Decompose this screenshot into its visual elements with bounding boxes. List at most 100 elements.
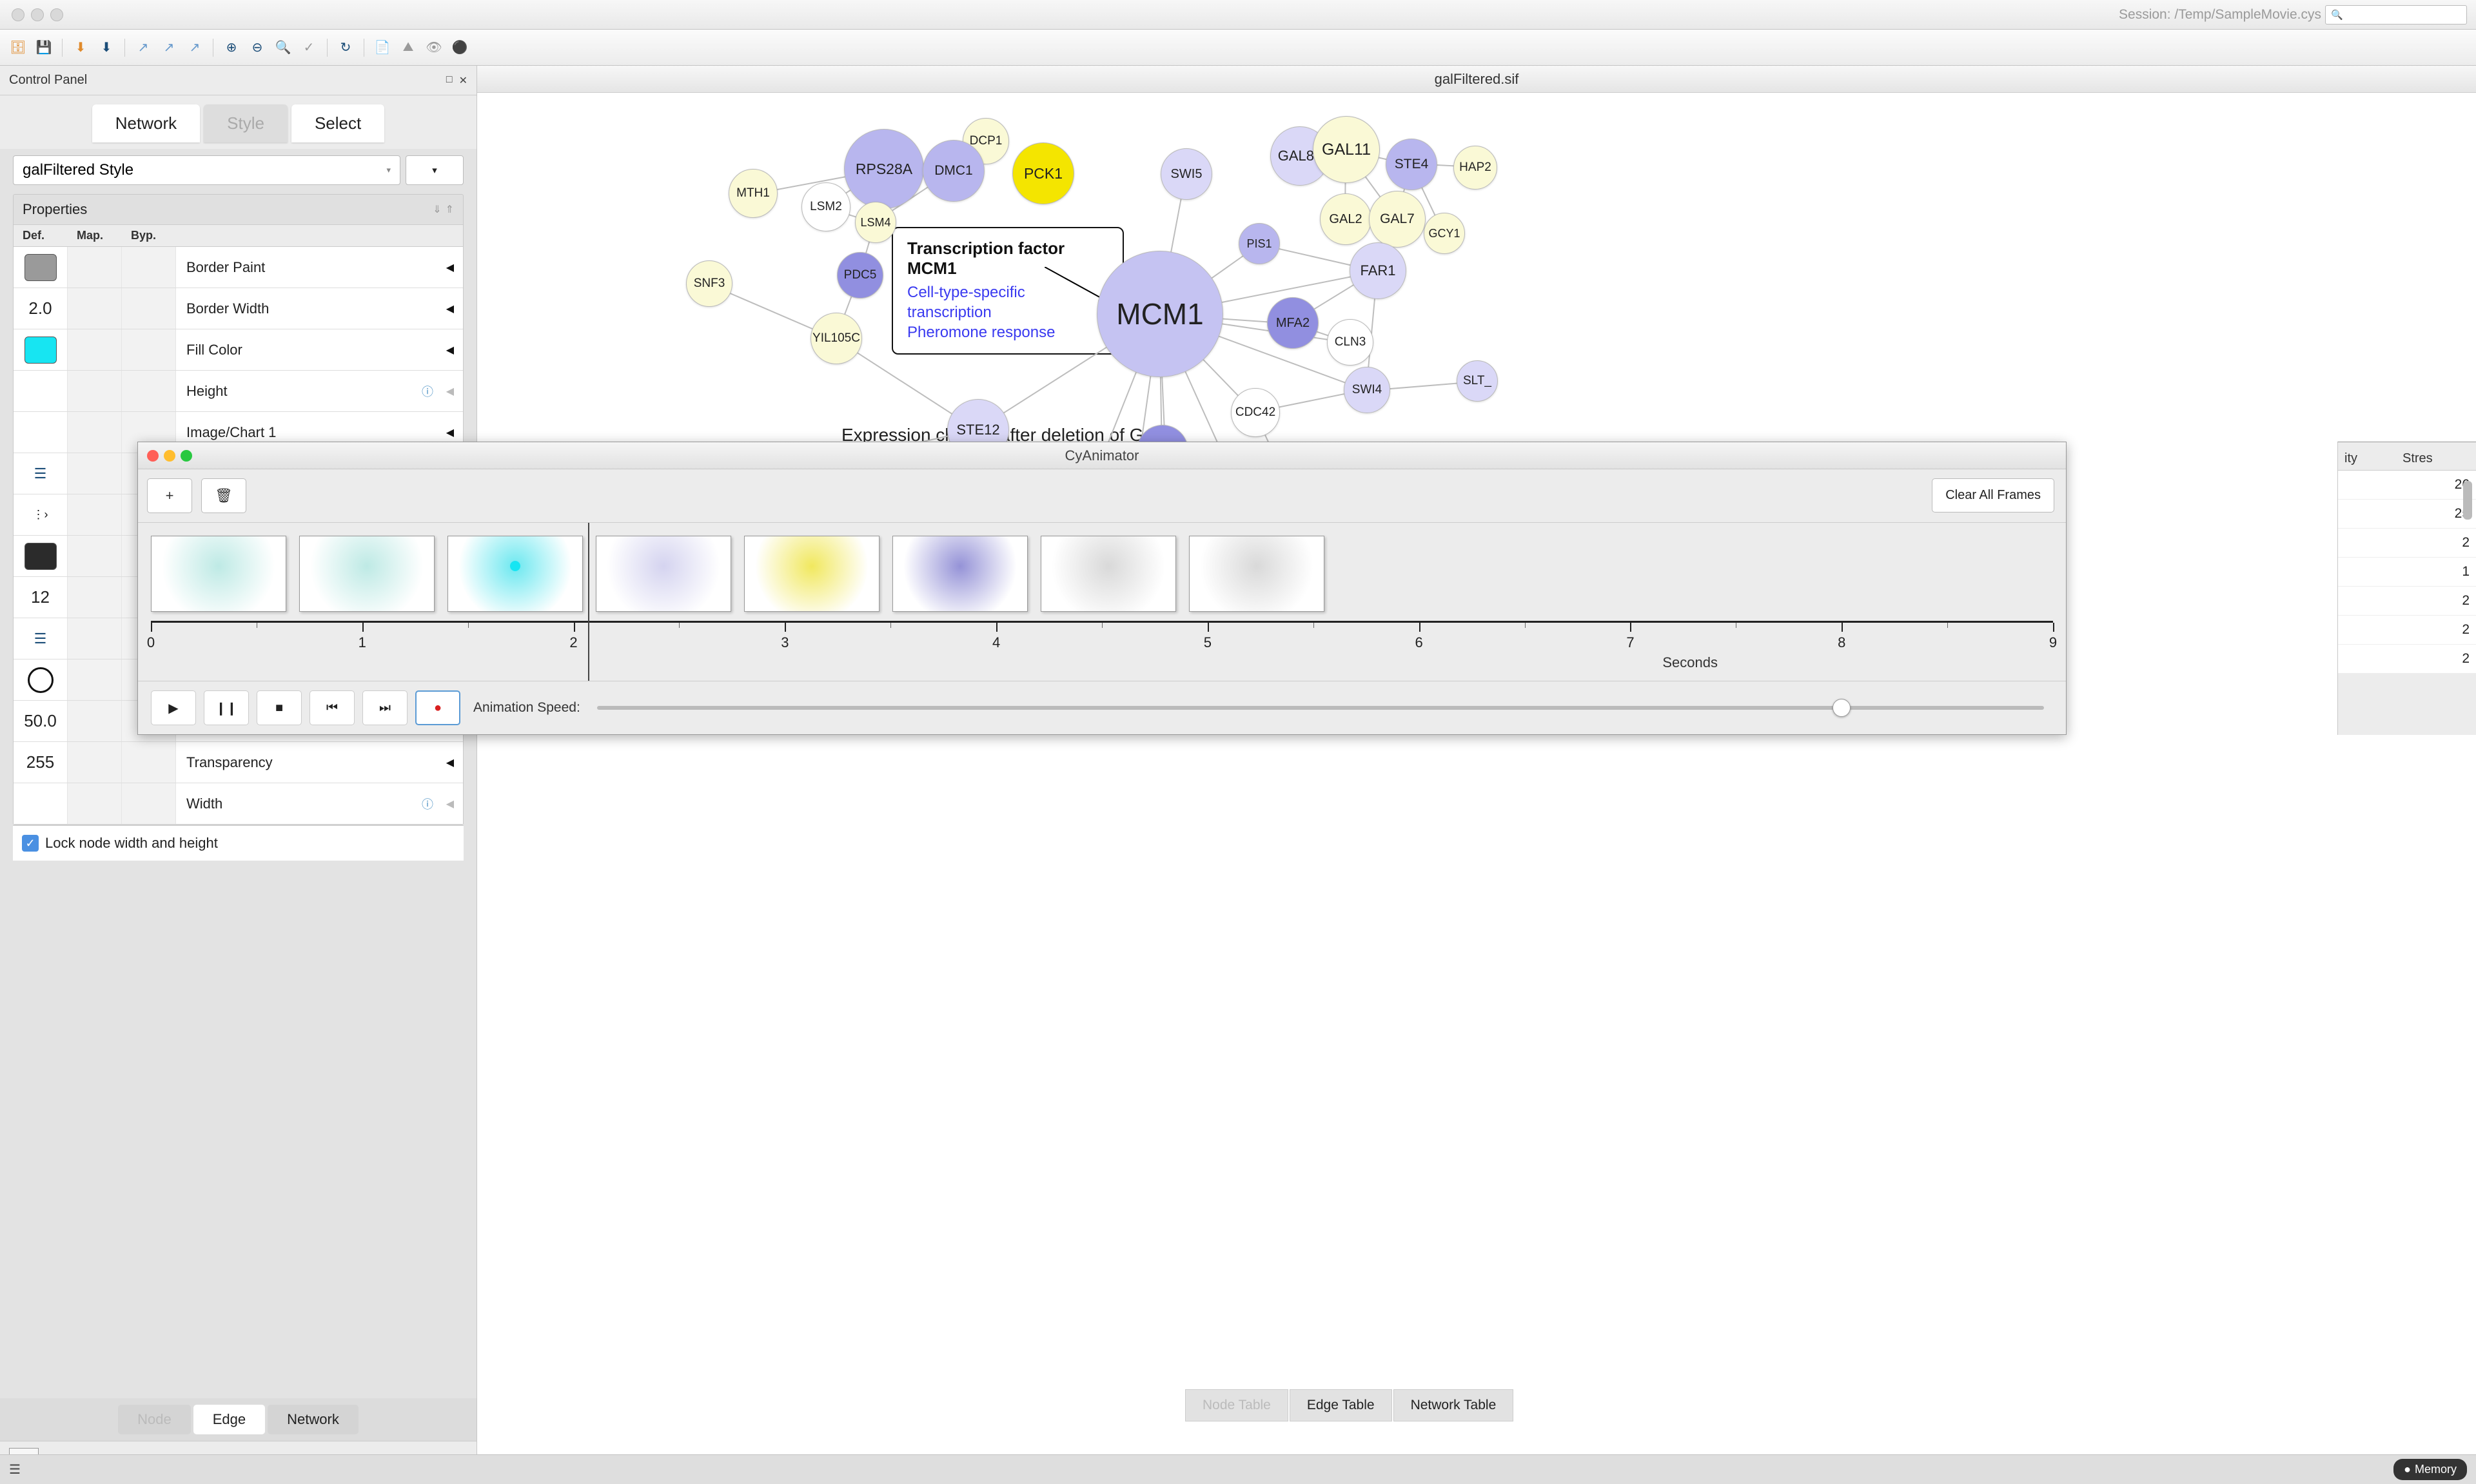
network-node-cln3[interactable]: CLN3 — [1327, 319, 1373, 366]
prop-label[interactable]: Height ⓘ ◀ — [176, 371, 463, 411]
delete-frame-button[interactable]: 🗑 — [201, 478, 246, 513]
export-table-button[interactable]: ↗ — [157, 36, 181, 59]
animation-speed-slider[interactable] — [597, 706, 2044, 710]
zoom-in-button[interactable]: ⊕ — [220, 36, 243, 59]
right-data-panel-scrollbar[interactable] — [2463, 481, 2472, 520]
last-frame-button[interactable]: ⏭ — [362, 690, 408, 725]
cyanimator-frame-thumbnail-5[interactable] — [892, 536, 1028, 612]
timeline-tick-8[interactable] — [1842, 623, 1843, 632]
network-node-snf3[interactable]: SNF3 — [686, 260, 732, 307]
network-node-mfa2[interactable]: MFA2 — [1267, 297, 1319, 349]
byp-cell[interactable] — [122, 742, 176, 783]
def-cell[interactable] — [14, 412, 68, 453]
import-table-button[interactable]: ⬇ — [95, 36, 118, 59]
cyanimator-frame-thumbnail-3[interactable] — [596, 536, 731, 612]
map-cell[interactable] — [68, 494, 122, 535]
play-button[interactable]: ▶ — [151, 690, 196, 725]
cyanimator-traffic-lights[interactable] — [147, 450, 192, 462]
prop-label[interactable]: Border Width ◀ — [176, 288, 463, 329]
bottom-tab-network[interactable]: Network — [268, 1405, 359, 1434]
map-cell[interactable] — [68, 329, 122, 370]
network-node-dmc1[interactable]: DMC1 — [923, 140, 985, 202]
def-cell[interactable]: 12 — [14, 577, 68, 618]
def-cell[interactable]: ☰ — [14, 618, 68, 659]
timeline-tick-6[interactable] — [1419, 623, 1420, 632]
network-node-pdc5[interactable]: PDC5 — [837, 252, 883, 298]
cyanimator-frame-thumbnail-4[interactable] — [744, 536, 879, 612]
network-node-gal11[interactable]: GAL11 — [1313, 116, 1380, 183]
map-cell[interactable] — [68, 453, 122, 494]
network-node-ste4[interactable]: STE4 — [1386, 139, 1437, 190]
data-panel-row-3[interactable]: 1 — [2338, 558, 2476, 587]
timeline-tick-4[interactable] — [996, 623, 997, 632]
byp-cell[interactable] — [122, 371, 176, 411]
properties-expand-collapse-icons[interactable]: ⇓ ⇑ — [433, 203, 454, 216]
byp-cell[interactable] — [122, 247, 176, 288]
byp-cell[interactable] — [122, 783, 176, 824]
prop-label[interactable]: Fill Color ◀ — [176, 329, 463, 370]
network-canvas[interactable]: galFiltered.sif Expression change after … — [477, 66, 2476, 1484]
lock-node-size-row[interactable]: ✓ Lock node width and height — [13, 825, 464, 861]
global-search-input[interactable]: 🔍 — [2325, 5, 2467, 24]
network-node-gcy1[interactable]: GCY1 — [1424, 213, 1465, 254]
property-row-transparency[interactable]: 255 Transparency ◀ — [14, 742, 463, 783]
data-panel-row-5[interactable]: 2 — [2338, 616, 2476, 645]
add-frame-button[interactable]: + — [147, 478, 192, 513]
tab-select[interactable]: Select — [291, 104, 384, 142]
data-panel-row-2[interactable]: 2 — [2338, 529, 2476, 558]
network-node-rps28a[interactable]: RPS28A — [844, 129, 924, 209]
network-node-lsm2[interactable]: LSM2 — [801, 182, 850, 231]
cyanimator-window[interactable]: CyAnimator + 🗑 Clear All Frames Seconds … — [137, 442, 2067, 735]
right-data-panel-rows[interactable]: 26 25 2 1 2 2 2 — [2338, 471, 2476, 674]
network-node-hap2[interactable]: HAP2 — [1453, 146, 1497, 190]
cyanimator-frame-thumbnail-2[interactable] — [447, 536, 583, 612]
expand-all-icon[interactable]: ⇑ — [446, 203, 454, 216]
memory-indicator[interactable]: ● Memory — [2393, 1459, 2467, 1480]
def-cell[interactable] — [14, 536, 68, 576]
view-mode-button[interactable]: ⚫ — [448, 36, 471, 59]
zoom-selected-button[interactable]: ✓ — [297, 36, 320, 59]
timeline-tick-1[interactable] — [362, 623, 364, 632]
data-panel-row-6[interactable]: 2 — [2338, 645, 2476, 674]
cyanimator-playhead[interactable] — [588, 523, 589, 681]
network-canvas-body[interactable]: Expression change after deletion of GAL1… — [477, 93, 2476, 1484]
animation-speed-slider-handle[interactable] — [1832, 699, 1851, 717]
record-button[interactable]: ● — [415, 690, 460, 725]
def-cell[interactable] — [14, 659, 68, 700]
cyanimator-frame-thumbnail-0[interactable] — [151, 536, 286, 612]
network-node-slt_[interactable]: SLT_ — [1457, 360, 1498, 402]
def-cell[interactable] — [14, 371, 68, 411]
redraw-button[interactable]: ↻ — [334, 36, 357, 59]
map-cell[interactable] — [68, 577, 122, 618]
network-node-yil105c[interactable]: YIL105C — [811, 313, 862, 364]
property-row-border-width[interactable]: 2.0 Border Width ◀ — [14, 288, 463, 329]
mcm1-tooltip[interactable]: Transcription factor MCM1 Cell-type-spec… — [892, 227, 1124, 355]
edit-mode-button[interactable]: 📄 — [371, 36, 394, 59]
map-cell[interactable] — [68, 371, 122, 411]
property-row-fill-color[interactable]: Fill Color ◀ — [14, 329, 463, 371]
data-panel-row-4[interactable]: 2 — [2338, 587, 2476, 616]
properties-header[interactable]: Properties ⇓ ⇑ — [14, 195, 463, 224]
new-session-button[interactable]: 🗄 — [6, 36, 30, 59]
data-panel-row-0[interactable]: 26 — [2338, 471, 2476, 500]
network-node-far1[interactable]: FAR1 — [1350, 242, 1406, 299]
map-cell[interactable] — [68, 288, 122, 329]
def-cell[interactable]: ☰ — [14, 453, 68, 494]
first-frame-button[interactable]: ⏮ — [310, 690, 355, 725]
def-cell[interactable] — [14, 329, 68, 370]
byp-cell[interactable] — [122, 329, 176, 370]
zoom-out-button[interactable]: ⊖ — [246, 36, 269, 59]
timeline-tick-9[interactable] — [2053, 623, 2054, 632]
collapse-all-icon[interactable]: ⇓ — [433, 203, 441, 216]
def-cell[interactable]: 50.0 — [14, 701, 68, 741]
cyanimator-thumbnails[interactable] — [138, 529, 2066, 612]
export-image-button[interactable]: ↗ — [183, 36, 206, 59]
prop-label[interactable]: Border Paint ◀ — [176, 247, 463, 288]
map-cell[interactable] — [68, 618, 122, 659]
status-bar-list-icon[interactable]: ☰ — [9, 1461, 21, 1478]
network-node-pis1[interactable]: PIS1 — [1239, 223, 1280, 264]
network-node-mcm1[interactable]: MCM1 — [1097, 251, 1223, 377]
cyanimator-timeline-axis[interactable]: Seconds 0123456789 — [151, 621, 2053, 666]
network-node-lsm4[interactable]: LSM4 — [855, 202, 896, 243]
style-dropdown[interactable]: galFiltered Style ▾ — [13, 155, 400, 185]
